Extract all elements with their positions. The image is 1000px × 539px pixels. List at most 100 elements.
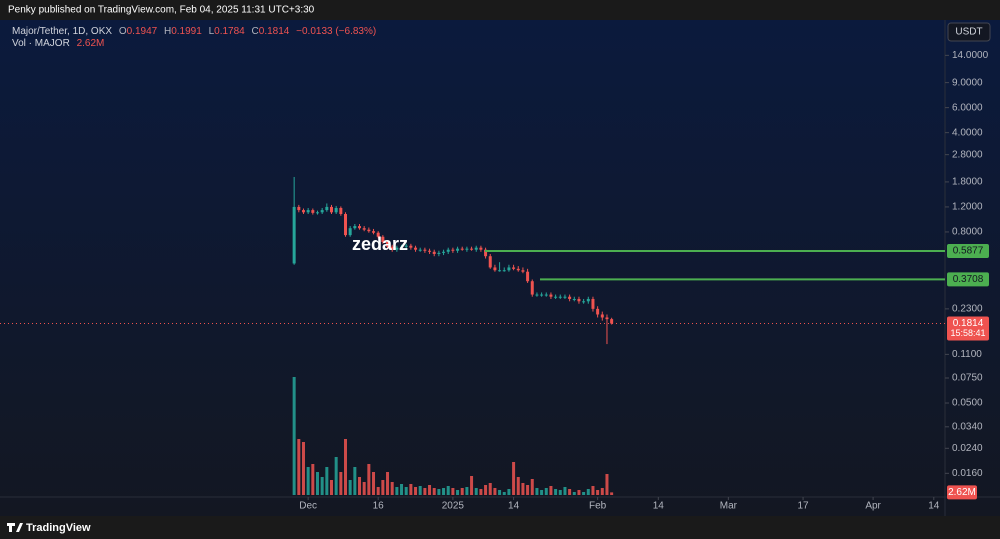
- ohlc-value: 0.1947: [127, 26, 158, 37]
- x-tick-label: Mar: [720, 501, 738, 512]
- volume-bar: [549, 486, 553, 495]
- volume-bar: [516, 477, 520, 495]
- candle-body: [460, 248, 464, 250]
- candle-body: [404, 245, 408, 247]
- currency-button[interactable]: [947, 22, 991, 42]
- volume-bar: [306, 467, 310, 495]
- volume-bar: [507, 489, 511, 495]
- y-tick-label: 0.1100: [952, 349, 982, 360]
- candle-body: [362, 228, 366, 230]
- volume-bar: [400, 484, 404, 495]
- candle-body: [418, 249, 422, 251]
- candle-body: [572, 298, 576, 300]
- candle-body: [484, 249, 488, 257]
- candle-body: [423, 249, 427, 251]
- volume-bar: [339, 472, 343, 495]
- ohlc-value: 0.1784: [214, 26, 245, 37]
- candle-body: [334, 207, 338, 213]
- ohlc-prefix: C: [252, 26, 259, 37]
- volume-bar: [460, 488, 464, 495]
- candle-body: [353, 226, 357, 229]
- volume-bar: [586, 489, 590, 495]
- currency-label[interactable]: USDT: [955, 27, 982, 38]
- candle-body: [596, 308, 600, 315]
- candle-body: [442, 251, 446, 253]
- x-tick-label: 14: [653, 501, 665, 512]
- candle-body: [549, 294, 553, 297]
- x-tick-label: Feb: [589, 501, 607, 512]
- volume-bar: [301, 442, 305, 495]
- volume-bar: [297, 439, 301, 495]
- volume-bar: [563, 487, 567, 495]
- volume-bar: [521, 483, 525, 495]
- volume-label: 2.62M: [948, 487, 976, 498]
- y-tick-label: 9.0000: [952, 77, 983, 88]
- y-tick-label: 6.0000: [952, 102, 983, 113]
- candle-body: [554, 296, 558, 298]
- candle-body: [400, 246, 404, 248]
- candle-body: [451, 249, 455, 251]
- volume-bar: [498, 490, 502, 495]
- candle-body: [414, 247, 418, 250]
- ohlc-value: 0.1814: [259, 26, 290, 37]
- volume-bar: [568, 489, 572, 495]
- candle-body: [432, 251, 436, 254]
- volume-bar: [325, 467, 329, 495]
- volume-title: Vol · MAJOR: [12, 38, 70, 49]
- volume-bar: [404, 487, 408, 495]
- volume-bar: [358, 477, 362, 495]
- volume-bar: [414, 487, 418, 495]
- volume-bar: [484, 485, 488, 495]
- candle-body: [479, 247, 483, 250]
- candle-body: [428, 250, 432, 252]
- candle-body: [568, 296, 572, 299]
- logo-text: TradingView: [26, 522, 91, 534]
- candle-body: [586, 298, 590, 302]
- level-label-box: [947, 243, 989, 258]
- candle-body: [521, 270, 525, 272]
- volume-bar: [428, 485, 432, 495]
- candle-body: [358, 226, 362, 229]
- countdown: 15:58:41: [950, 328, 985, 338]
- candle-body: [474, 247, 478, 250]
- volume-bar: [572, 492, 576, 495]
- volume-bar: [367, 464, 371, 495]
- volume-bar: [390, 482, 394, 495]
- volume-bar: [465, 487, 469, 495]
- ohlc-prefix: L: [209, 26, 215, 37]
- volume-bar: [344, 439, 348, 495]
- level-label: 0.5877: [953, 246, 984, 257]
- volume-bar: [502, 492, 506, 495]
- candle-body: [409, 245, 413, 248]
- y-tick-label: 0.0240: [952, 443, 983, 454]
- candle-body: [446, 249, 450, 252]
- candle-body: [600, 314, 604, 318]
- volume-bar: [432, 488, 436, 495]
- candle-body: [488, 256, 492, 268]
- volume-legend: Vol · MAJOR 2.62M: [12, 38, 104, 49]
- volume-bar: [470, 476, 474, 495]
- volume-bar: [376, 487, 380, 495]
- watermark: zedarz: [352, 234, 408, 254]
- x-tick-label: 14: [928, 501, 940, 512]
- volume-bar: [409, 484, 413, 495]
- volume-bar: [544, 488, 548, 495]
- candle-body: [325, 206, 329, 211]
- level-label-box: [947, 272, 989, 287]
- candle-body: [526, 271, 530, 282]
- candle-body: [577, 298, 581, 302]
- volume-bar: [488, 483, 492, 495]
- candle-body: [297, 206, 301, 211]
- candle-body: [386, 241, 390, 247]
- y-tick-label: 0.8000: [952, 227, 983, 238]
- volume-bar: [605, 474, 609, 495]
- volume-bar: [329, 480, 333, 495]
- candle-body: [605, 317, 609, 320]
- candle-body: [311, 210, 315, 213]
- x-tick-label: Apr: [865, 501, 881, 512]
- volume-bar: [558, 490, 562, 495]
- volume-bar: [493, 488, 497, 495]
- volume-bar: [540, 490, 544, 495]
- candle-body: [301, 210, 305, 213]
